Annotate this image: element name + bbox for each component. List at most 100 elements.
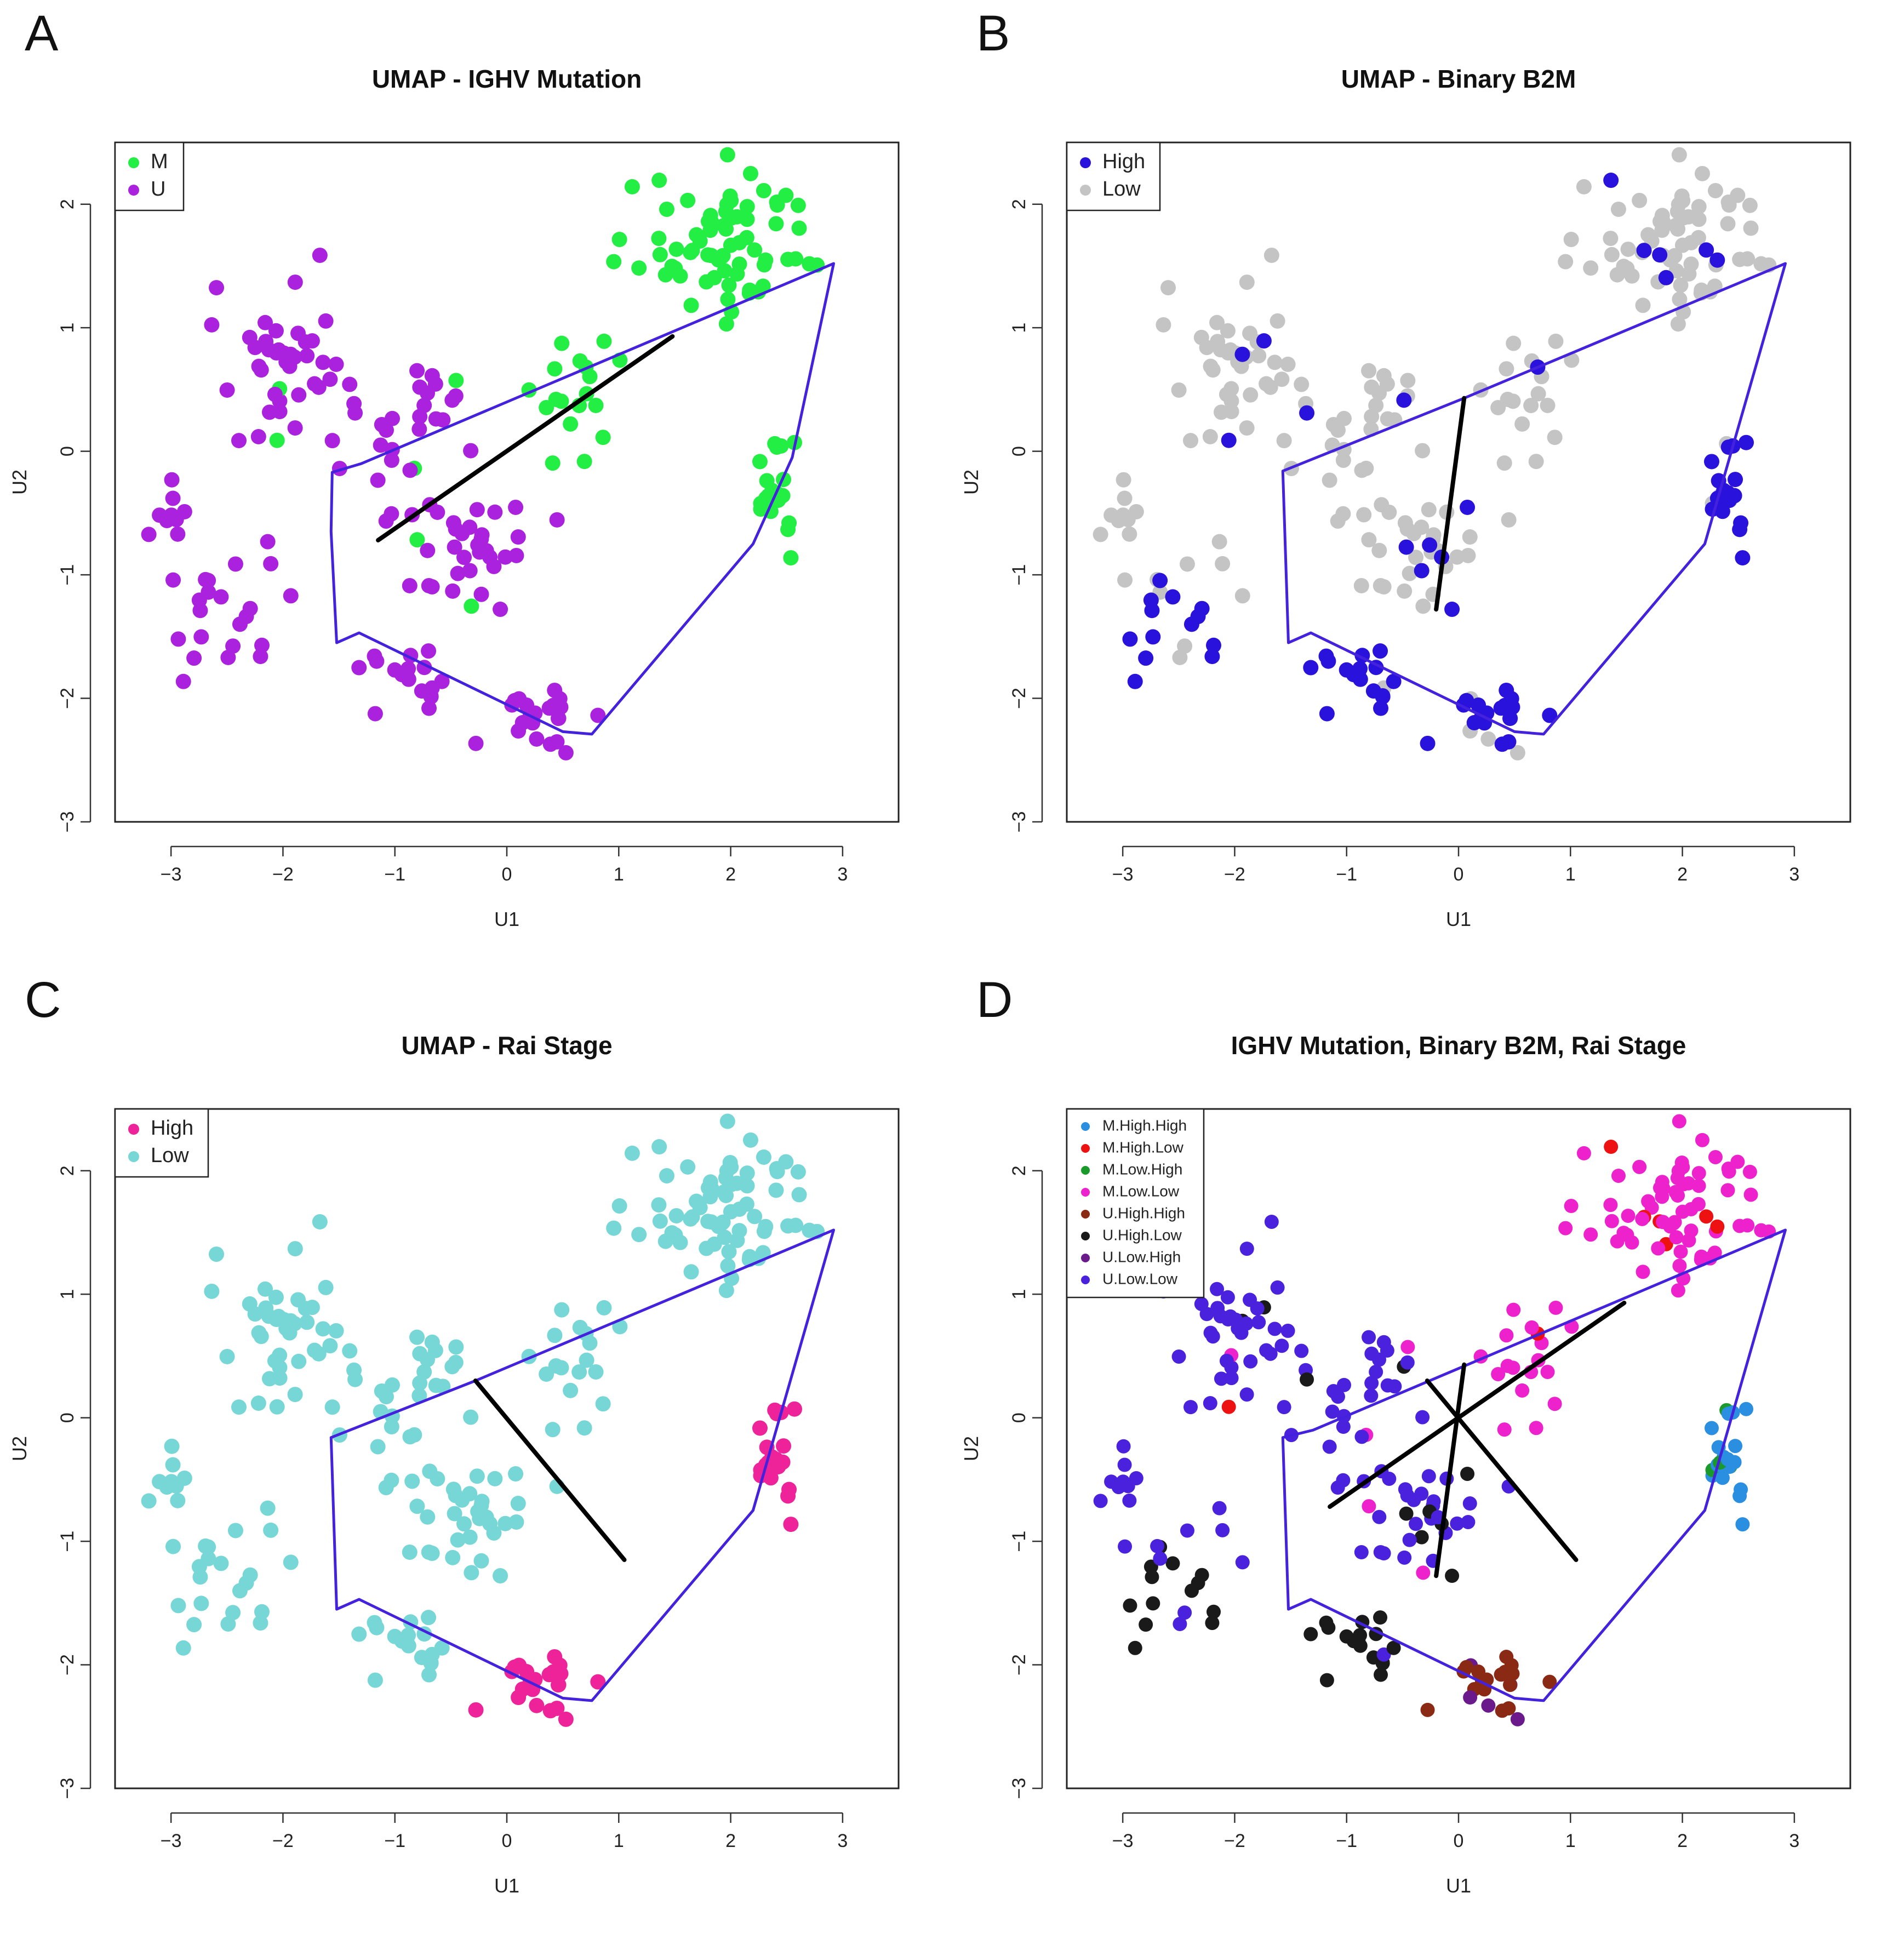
data-point <box>1128 504 1144 519</box>
data-point <box>1376 1546 1391 1561</box>
data-point <box>186 650 202 666</box>
data-point <box>478 1509 494 1525</box>
data-point <box>780 522 796 537</box>
data-point <box>1727 1455 1742 1469</box>
data-point <box>287 1241 303 1257</box>
data-point <box>776 1438 792 1454</box>
data-point <box>347 405 363 421</box>
data-point <box>1336 1420 1351 1434</box>
data-point <box>1490 399 1506 415</box>
data-point <box>1234 346 1250 362</box>
data-point <box>1503 1678 1518 1692</box>
data-point <box>447 539 462 555</box>
data-point <box>1354 1545 1369 1559</box>
data-point <box>606 1220 622 1236</box>
data-point <box>651 231 667 247</box>
data-point <box>1502 711 1518 727</box>
data-point <box>141 1493 157 1509</box>
data-point <box>1362 1330 1376 1345</box>
data-point <box>1732 251 1748 267</box>
data-point <box>791 220 807 236</box>
legend-label: U.High.High <box>1102 1204 1185 1221</box>
data-point <box>170 526 186 542</box>
data-point <box>1501 734 1517 750</box>
data-point <box>1330 422 1346 438</box>
data-point <box>718 1283 734 1299</box>
data-point <box>409 363 425 379</box>
data-point <box>553 1360 569 1376</box>
data-point <box>683 1264 699 1280</box>
data-point <box>742 282 758 298</box>
data-point <box>755 1245 771 1261</box>
data-point <box>1694 165 1710 181</box>
data-point <box>717 263 733 279</box>
data-point <box>1361 532 1377 548</box>
data-point <box>756 182 771 198</box>
data-point <box>1722 1164 1736 1179</box>
data-point <box>473 586 489 602</box>
y-tick-label: 2 <box>57 1165 78 1176</box>
data-point <box>1400 1340 1415 1354</box>
data-point <box>588 1364 604 1380</box>
chart-title: UMAP - Rai Stage <box>401 1031 612 1060</box>
data-point <box>213 589 229 605</box>
data-point <box>1263 1346 1278 1361</box>
data-point <box>1145 1570 1159 1585</box>
data-point <box>553 393 569 409</box>
data-point <box>450 565 466 581</box>
y-tick-label: −3 <box>57 811 78 833</box>
data-point <box>1153 1551 1168 1566</box>
x-tick-label: 0 <box>1454 864 1464 885</box>
data-point <box>510 1496 526 1512</box>
data-point <box>1463 1690 1478 1705</box>
panel-letter: B <box>976 5 1010 61</box>
data-point <box>1251 1315 1266 1330</box>
data-point <box>315 1321 331 1337</box>
legend-marker <box>1081 1210 1090 1219</box>
y-tick-label: −1 <box>1009 564 1030 586</box>
data-point <box>176 504 192 519</box>
data-point <box>1720 1183 1735 1198</box>
data-point <box>1215 556 1231 571</box>
data-point <box>510 529 526 545</box>
data-point <box>351 660 367 676</box>
data-point <box>718 221 734 237</box>
data-point <box>464 598 479 614</box>
y-tick-label: 0 <box>57 446 78 456</box>
data-point <box>680 1159 696 1175</box>
data-point <box>1576 179 1592 195</box>
data-point <box>232 1583 248 1599</box>
panel-A: A UMAP - IGHV Mutation −3 −2 −1 0 1 2 3 −3 −2 −1 0 1 2… <box>0 0 952 966</box>
data-point <box>1122 1493 1137 1508</box>
data-point <box>802 1222 817 1238</box>
data-point <box>780 1218 796 1234</box>
data-point <box>1117 490 1133 506</box>
data-point <box>1733 1219 1747 1233</box>
data-point <box>1691 199 1707 215</box>
data-point <box>232 616 248 632</box>
legend-marker <box>128 157 139 168</box>
data-point <box>1139 1617 1153 1632</box>
data-point <box>1152 573 1168 588</box>
data-point <box>1294 1343 1309 1358</box>
data-point <box>448 388 464 404</box>
legend-label: U.Low.High <box>1102 1248 1181 1265</box>
y-tick-label: −3 <box>57 1778 78 1799</box>
data-point <box>493 602 508 617</box>
data-point <box>1728 472 1743 488</box>
data-point <box>268 323 284 339</box>
data-point <box>175 1640 191 1656</box>
data-point <box>424 579 440 595</box>
data-point <box>1399 521 1415 537</box>
data-point <box>164 1438 180 1454</box>
data-point <box>1270 313 1285 329</box>
data-point <box>1371 542 1387 558</box>
x-tick-label: −1 <box>384 1831 405 1851</box>
data-point <box>1339 1629 1354 1644</box>
data-point <box>1400 1355 1415 1370</box>
data-point <box>571 1364 587 1380</box>
data-point <box>1420 1702 1435 1717</box>
data-point <box>683 298 699 313</box>
x-tick-label: 2 <box>725 864 736 885</box>
data-point <box>611 1198 627 1214</box>
